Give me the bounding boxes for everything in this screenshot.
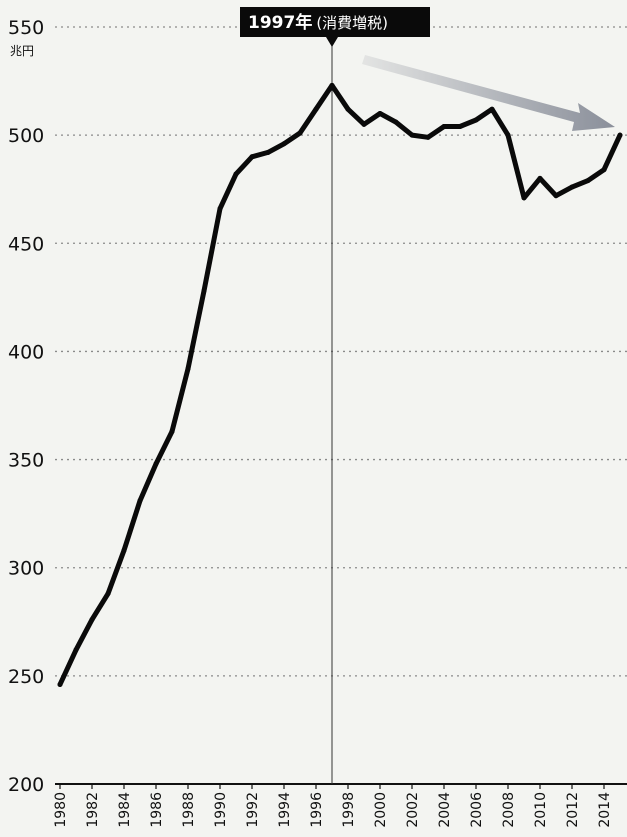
data-point (153, 461, 159, 467)
y-tick-label: 350 (8, 450, 44, 472)
data-point (201, 288, 207, 294)
data-point (569, 184, 575, 190)
x-tick-label: 2008 (501, 792, 517, 828)
data-point (329, 82, 335, 88)
data-point (377, 111, 383, 117)
data-point (441, 123, 447, 129)
data-point (537, 175, 543, 181)
data-point (345, 106, 351, 112)
x-tick-label: 1990 (213, 792, 229, 828)
x-tick-label: 1988 (181, 792, 197, 828)
x-tick-label: 2002 (405, 792, 421, 828)
data-point (249, 154, 255, 160)
x-tick-label: 1986 (149, 792, 165, 828)
data-point (617, 132, 623, 138)
annotation-pointer (326, 37, 338, 47)
y-tick-label: 250 (8, 666, 44, 688)
data-point (425, 134, 431, 140)
data-point (169, 428, 175, 434)
data-point (409, 132, 415, 138)
data-point (313, 106, 319, 112)
y-tick-label: 300 (8, 558, 44, 580)
x-tick-label: 1982 (85, 792, 101, 828)
data-point (505, 132, 511, 138)
x-tick-label: 2010 (533, 792, 549, 828)
data-point (73, 647, 79, 653)
y-tick-label: 550 (8, 17, 44, 39)
x-tick-label: 2012 (565, 792, 581, 828)
x-tick-label: 1992 (245, 792, 261, 828)
x-tick-label: 2004 (437, 792, 453, 828)
x-tick-label: 1980 (53, 792, 69, 828)
trend-arrow (362, 55, 615, 131)
data-point (601, 167, 607, 173)
y-tick-label: 200 (8, 774, 44, 796)
annotation-year: 1997年 (248, 12, 312, 33)
x-tick-label: 2006 (469, 792, 485, 828)
annotation-box (240, 7, 430, 37)
data-point (57, 682, 63, 688)
y-tick-label: 450 (8, 233, 44, 255)
x-tick-label: 1998 (341, 792, 357, 828)
y-tick-label: 400 (8, 341, 44, 363)
data-point (121, 547, 127, 553)
data-point (473, 117, 479, 123)
annotation-label: 1997年 (消費増税) (248, 12, 388, 33)
x-tick-label: 1984 (117, 792, 133, 828)
annotation-note: (消費増税) (316, 14, 388, 32)
data-point (137, 498, 143, 504)
data-point (105, 591, 111, 597)
data-point (489, 106, 495, 112)
data-point (217, 206, 223, 212)
data-point (521, 195, 527, 201)
data-point (457, 123, 463, 129)
data-point (281, 141, 287, 147)
data-point (361, 121, 367, 127)
x-tick-label: 2000 (373, 792, 389, 828)
data-point (393, 119, 399, 125)
x-tick-label: 1994 (277, 792, 293, 828)
data-point (585, 178, 591, 184)
x-tick-label: 1996 (309, 792, 325, 828)
data-point (265, 149, 271, 155)
data-point (553, 193, 559, 199)
data-point (185, 366, 191, 372)
data-point (233, 171, 239, 177)
data-point (297, 130, 303, 136)
y-axis-unit: 兆円 (10, 44, 34, 58)
data-line (57, 82, 623, 687)
data-point (89, 617, 95, 623)
y-tick-label: 500 (8, 125, 44, 147)
x-tick-label: 2014 (597, 792, 613, 828)
